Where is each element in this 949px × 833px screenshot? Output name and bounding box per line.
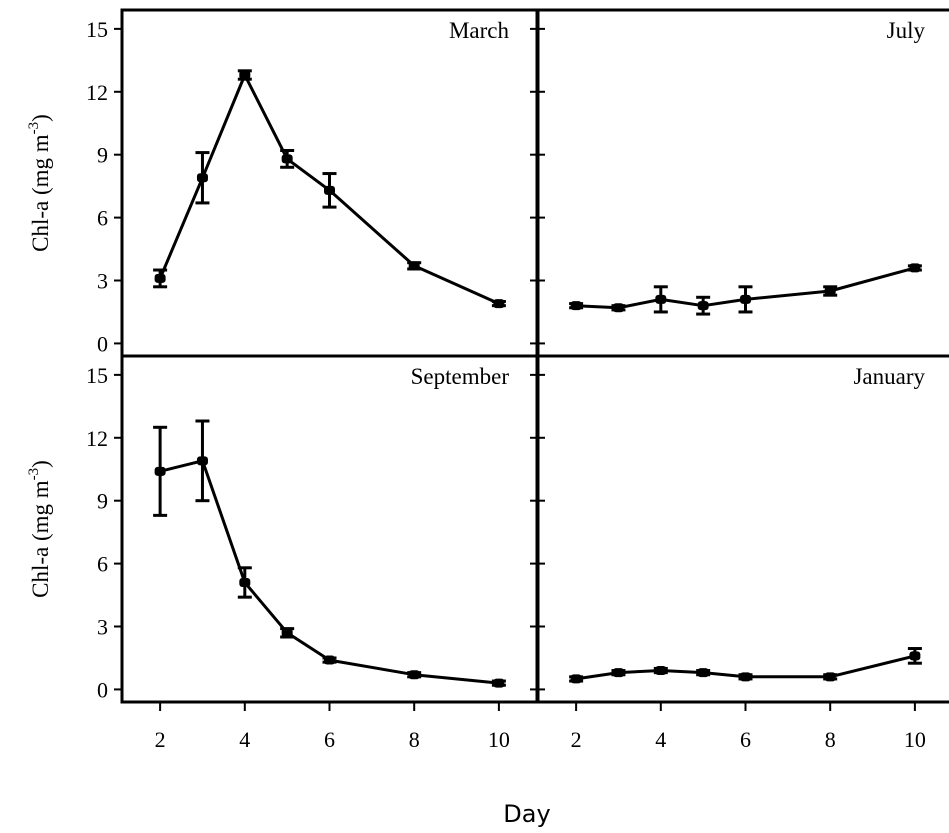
panel-july: July: [530, 8, 949, 358]
data-point: [697, 668, 709, 678]
x-tick-label: 4: [655, 727, 666, 752]
x-tick-label: 2: [571, 727, 582, 752]
x-tick-label: 10: [904, 727, 926, 752]
y-axis-label-bottom-sup: -3: [26, 468, 42, 481]
x-tick-label: 10: [488, 727, 510, 752]
panel-march: 0 3 6 9 12 15 March: [86, 8, 545, 358]
y-tick-label: 0: [97, 331, 108, 356]
data-point: [570, 674, 582, 684]
x-tick-label: 8: [409, 727, 420, 752]
data-point: [909, 263, 921, 273]
data-point: [824, 672, 836, 682]
panel-label-march: March: [449, 18, 510, 43]
x-tick-label: 6: [324, 727, 335, 752]
y-axis-label-top: Chl-a (mg m-3): [26, 114, 53, 252]
y-axis-label-bottom-main: Chl-a (mg m: [28, 480, 53, 598]
data-point: [655, 294, 667, 304]
panel-frame-july: [536, 8, 949, 358]
data-point: [909, 651, 921, 661]
y-tick-label: 9: [97, 143, 108, 168]
panel-frame-september: [120, 354, 539, 704]
panel-january: 2 4 6 8 10 January: [530, 354, 949, 752]
x-tick-label: 4: [239, 727, 250, 752]
x-tick-label: 2: [155, 727, 166, 752]
y-axis-label-bottom-close: ): [28, 460, 53, 468]
data-point: [824, 286, 836, 296]
data-point: [281, 154, 293, 164]
data-point: [281, 628, 293, 638]
y-tick-label: 15: [86, 17, 108, 42]
data-point: [612, 303, 624, 313]
y-tick-label: 3: [97, 615, 108, 640]
y-tick-label: 12: [86, 80, 108, 105]
panel-frame-january: [536, 354, 949, 704]
series-line-september: [159, 459, 500, 685]
y-tick-label: 6: [97, 206, 108, 231]
data-point: [324, 185, 335, 195]
data-point: [408, 670, 420, 680]
y-axis-label-top-close: ): [28, 114, 53, 122]
data-point: [697, 301, 709, 311]
y-axis-label-bottom: Chl-a (mg m-3): [26, 460, 53, 598]
y-axis-label-top-sup: -3: [26, 122, 42, 135]
data-point: [655, 666, 667, 676]
data-point: [408, 261, 420, 271]
panels-layer: 0 3 6 9 12 15 March July 0 3 6 9 12 15 2 4 6 8 10 September…: [86, 8, 949, 752]
y-tick-label: 0: [97, 677, 108, 702]
x-tick-label: 8: [825, 727, 836, 752]
data-point: [493, 299, 505, 309]
data-point: [154, 466, 166, 476]
panel-label-september: September: [411, 364, 510, 389]
data-point: [493, 678, 505, 688]
panel-label-january: January: [853, 364, 925, 389]
x-tick-label: 6: [740, 727, 751, 752]
data-point: [740, 672, 751, 682]
data-point: [570, 301, 582, 311]
panel-label-july: July: [887, 18, 926, 43]
data-point: [154, 273, 166, 283]
y-tick-label: 9: [97, 489, 108, 514]
data-point: [196, 456, 208, 466]
y-tick-label: 6: [97, 552, 108, 577]
data-point: [324, 655, 335, 665]
y-tick-label: 12: [86, 426, 108, 451]
x-axis-label: Day: [503, 800, 550, 828]
panel-september: 0 3 6 9 12 15 2 4 6 8 10 September: [86, 354, 545, 752]
y-tick-label: 3: [97, 269, 108, 294]
data-point: [239, 70, 251, 80]
data-point: [239, 577, 251, 587]
data-point: [196, 173, 208, 183]
y-axis-label-top-main: Chl-a (mg m: [28, 134, 53, 252]
data-point: [612, 668, 624, 678]
data-point: [740, 294, 751, 304]
y-tick-label: 15: [86, 363, 108, 388]
